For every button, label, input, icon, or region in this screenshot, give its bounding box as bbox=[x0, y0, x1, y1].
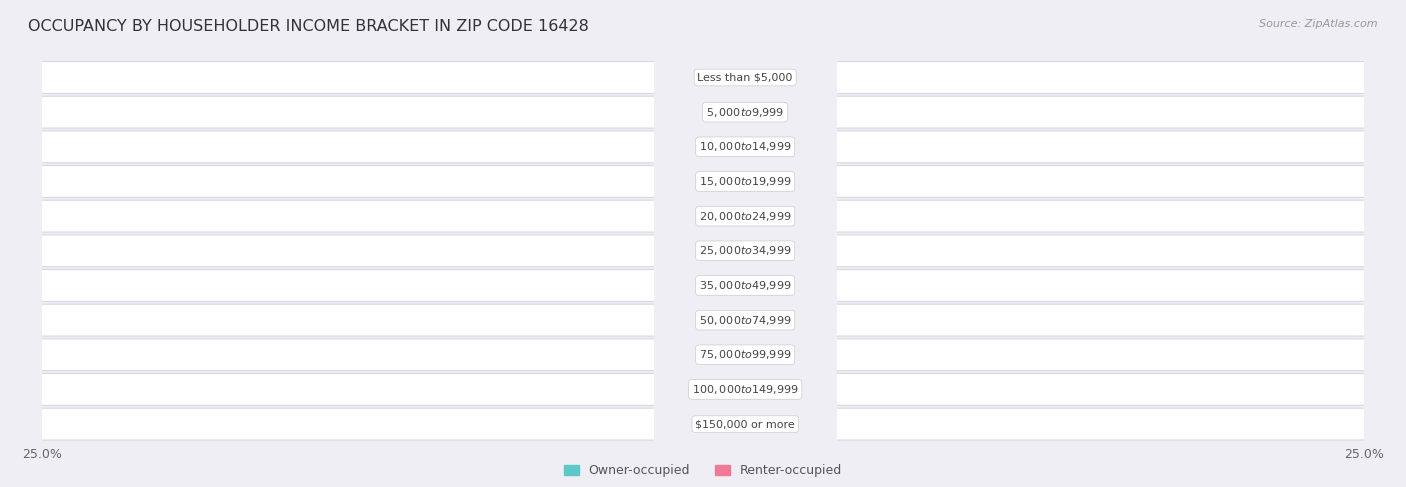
Bar bbox=[837, 101, 920, 123]
FancyBboxPatch shape bbox=[35, 200, 1371, 232]
FancyBboxPatch shape bbox=[35, 166, 1371, 197]
Text: 4.2%: 4.2% bbox=[544, 211, 572, 221]
Text: 14.3%: 14.3% bbox=[1094, 176, 1132, 187]
Legend: Owner-occupied, Renter-occupied: Owner-occupied, Renter-occupied bbox=[560, 460, 846, 481]
Bar bbox=[612, 101, 654, 123]
Text: 0.0%: 0.0% bbox=[844, 419, 872, 429]
Text: 3.9%: 3.9% bbox=[925, 107, 953, 117]
FancyBboxPatch shape bbox=[35, 235, 1371, 267]
Bar bbox=[254, 413, 654, 435]
Text: 14.9%: 14.9% bbox=[1105, 350, 1144, 360]
Text: 17.4%: 17.4% bbox=[200, 315, 238, 325]
FancyBboxPatch shape bbox=[35, 96, 1371, 128]
FancyBboxPatch shape bbox=[35, 374, 1371, 405]
FancyBboxPatch shape bbox=[35, 131, 1371, 163]
Bar bbox=[519, 240, 654, 262]
Bar bbox=[837, 344, 1150, 366]
Text: 3.4%: 3.4% bbox=[914, 211, 943, 221]
Text: 12.1%: 12.1% bbox=[329, 281, 367, 290]
Text: $5,000 to $9,999: $5,000 to $9,999 bbox=[706, 106, 785, 119]
Text: $75,000 to $99,999: $75,000 to $99,999 bbox=[699, 348, 792, 361]
Bar bbox=[837, 240, 1018, 262]
Bar bbox=[837, 379, 1015, 400]
Bar bbox=[837, 67, 872, 88]
FancyBboxPatch shape bbox=[35, 269, 1371, 301]
Bar bbox=[228, 309, 654, 331]
Text: 1.6%: 1.6% bbox=[607, 176, 636, 187]
Text: $10,000 to $14,999: $10,000 to $14,999 bbox=[699, 140, 792, 153]
Bar bbox=[837, 275, 1174, 296]
Text: Source: ZipAtlas.com: Source: ZipAtlas.com bbox=[1260, 19, 1378, 30]
FancyBboxPatch shape bbox=[35, 339, 1371, 371]
Text: 16.1%: 16.1% bbox=[231, 350, 270, 360]
Bar bbox=[591, 136, 654, 158]
Text: Less than $5,000: Less than $5,000 bbox=[697, 73, 793, 82]
Bar bbox=[551, 206, 654, 227]
Text: 1.9%: 1.9% bbox=[600, 73, 628, 82]
Text: $150,000 or more: $150,000 or more bbox=[696, 419, 794, 429]
Bar bbox=[607, 67, 654, 88]
Text: $50,000 to $74,999: $50,000 to $74,999 bbox=[699, 314, 792, 327]
Text: $15,000 to $19,999: $15,000 to $19,999 bbox=[699, 175, 792, 188]
FancyBboxPatch shape bbox=[35, 408, 1371, 440]
Bar bbox=[614, 171, 654, 192]
Bar bbox=[837, 206, 908, 227]
Text: 5.5%: 5.5% bbox=[512, 246, 540, 256]
Text: 1.7%: 1.7% bbox=[879, 73, 907, 82]
Text: $35,000 to $49,999: $35,000 to $49,999 bbox=[699, 279, 792, 292]
Text: $100,000 to $149,999: $100,000 to $149,999 bbox=[692, 383, 799, 396]
Text: $25,000 to $34,999: $25,000 to $34,999 bbox=[699, 244, 792, 257]
FancyBboxPatch shape bbox=[35, 61, 1371, 94]
Bar bbox=[260, 344, 654, 366]
Bar bbox=[837, 309, 1324, 331]
Text: OCCUPANCY BY HOUSEHOLDER INCOME BRACKET IN ZIP CODE 16428: OCCUPANCY BY HOUSEHOLDER INCOME BRACKET … bbox=[28, 19, 589, 35]
Bar bbox=[837, 136, 956, 158]
Text: 16.3%: 16.3% bbox=[226, 419, 264, 429]
Text: 20.6%: 20.6% bbox=[121, 384, 160, 394]
Bar bbox=[150, 379, 654, 400]
Bar bbox=[357, 275, 654, 296]
Text: 8.6%: 8.6% bbox=[1024, 246, 1053, 256]
Text: 2.6%: 2.6% bbox=[583, 142, 612, 152]
Text: 1.7%: 1.7% bbox=[605, 107, 633, 117]
FancyBboxPatch shape bbox=[35, 304, 1371, 336]
Bar bbox=[837, 171, 1139, 192]
Text: $20,000 to $24,999: $20,000 to $24,999 bbox=[699, 209, 792, 223]
Text: 16.0%: 16.0% bbox=[1129, 281, 1167, 290]
Text: 5.7%: 5.7% bbox=[963, 142, 991, 152]
Text: 23.1%: 23.1% bbox=[1279, 315, 1317, 325]
Text: 8.5%: 8.5% bbox=[1022, 384, 1050, 394]
